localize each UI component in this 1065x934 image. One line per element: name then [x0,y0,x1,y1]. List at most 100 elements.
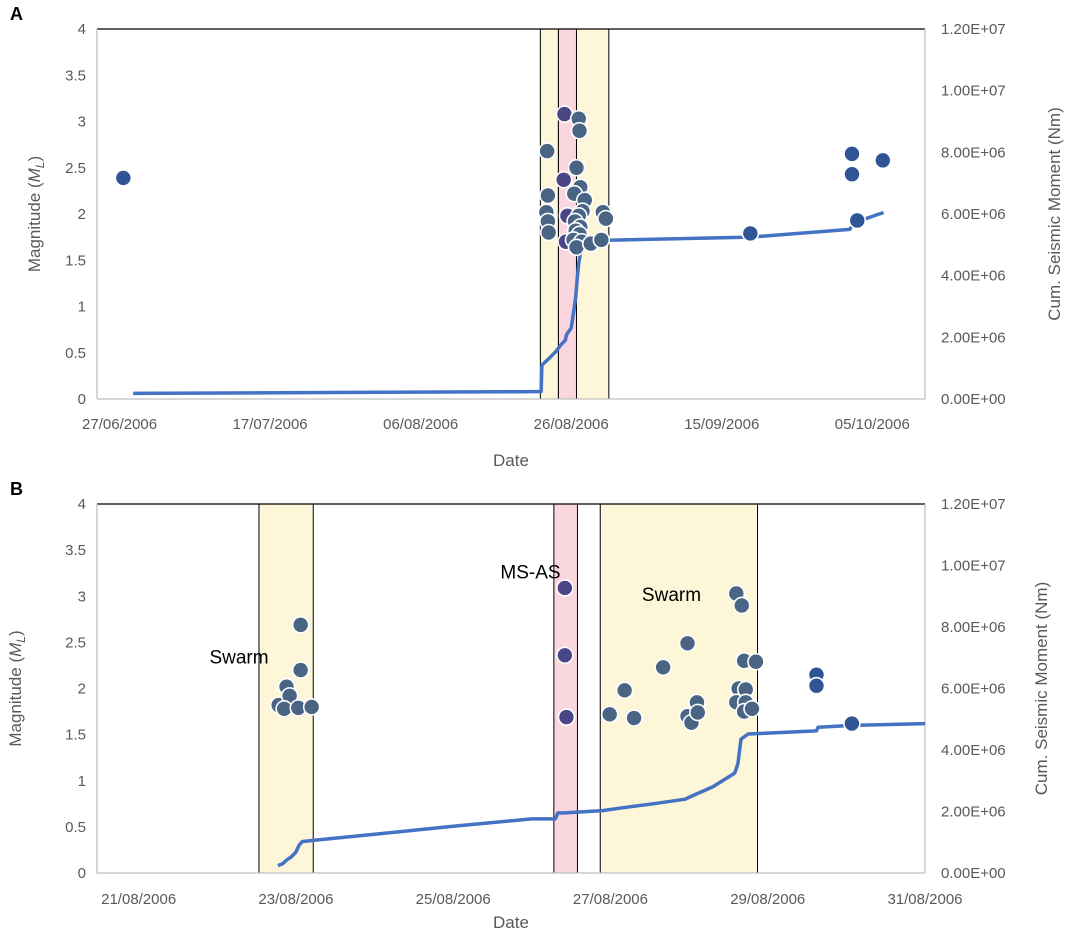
y2-tick-label: 8.00E+06 [941,144,1006,161]
earthquake-point [843,714,861,733]
y-tick-label: 3 [78,114,86,131]
y-tick-label: 3.5 [65,542,86,559]
x-tick-label: 05/10/2006 [835,416,910,433]
panel-letter: B [10,479,23,499]
y-tick-label: 0.5 [65,819,86,836]
y2-tick-label: 1.00E+07 [941,558,1006,575]
y-axis-title-variable: M [6,642,25,657]
y-tick-label: 4 [78,496,86,513]
earthquake-point [567,238,586,257]
earthquake-point [807,676,826,695]
earthquake-point [741,224,760,243]
x-tick-label: 29/08/2006 [730,891,805,908]
x-tick-label: 17/07/2006 [233,416,308,433]
earthquake-point [302,698,321,716]
y-axis-title-subscript: L [33,162,47,169]
y-tick-label: 2 [78,206,86,223]
earthquake-point [291,661,310,679]
y-axis-title-close: ) [6,630,25,636]
y2-tick-label: 0.00E+00 [941,391,1006,408]
y-axis-title-close: ) [25,156,44,162]
earthquake-point [843,165,861,184]
x-tick-label: 27/08/2006 [573,891,648,908]
cumulative-moment-line [277,721,926,868]
x-tick-label: 27/06/2006 [82,416,157,433]
y-axis-title: Magnitude (ML) [25,156,47,272]
y-tick-label: 1.5 [65,252,86,269]
earthquake-point [747,652,765,671]
y2-axis-title: Cum. Seismic Moment (Nm) [1032,582,1051,795]
earthquake-point [743,699,761,718]
y-tick-label: 2.5 [65,634,86,651]
earthquake-point [556,579,574,597]
earthquake-point [570,121,589,140]
y-tick-label: 1.5 [65,727,86,744]
earthquake-point [592,231,611,249]
x-axis-title: Date [493,913,529,932]
x-tick-label: 31/08/2006 [887,891,962,908]
earthquake-point [615,681,634,700]
y2-tick-label: 0.00E+00 [941,865,1006,882]
y2-tick-label: 4.00E+06 [941,268,1006,285]
y-axis-title-variable: M [25,167,44,182]
y2-tick-label: 6.00E+06 [941,681,1006,698]
y2-tick-label: 1.20E+07 [941,21,1006,38]
panel-b: B 0 0.5 1 1.5 2 2.5 3 3.5 4 0.00E+00 2.00E+06 4.00E+… [6,479,1051,932]
y-tick-label: 1 [78,773,86,790]
x-tick-label: 15/09/2006 [684,416,759,433]
y-tick-label: 2 [78,681,86,698]
panel-letter: A [10,4,23,24]
y-tick-label: 1 [78,299,86,316]
annotation-label: Swarm [209,648,268,669]
earthquake-point [291,616,310,634]
earthquake-point [114,169,133,187]
y-tick-label: 0 [78,391,86,408]
annotation-label: MS-AS [500,563,560,584]
y-tick-label: 3 [78,588,86,605]
y-tick-label: 0 [78,865,86,882]
earthquake-point [597,209,615,228]
earthquake-point [654,658,672,677]
earthquake-point [539,186,557,205]
y-axis-title-text: Magnitude ( [6,657,25,747]
y2-tick-label: 8.00E+06 [941,619,1006,636]
y-tick-label: 0.5 [65,345,86,362]
y-axis-title-text: Magnitude ( [25,182,44,272]
annotation-label: Swarm [642,585,701,606]
earthquake-point [567,158,586,177]
earthquake-point [557,708,576,726]
cumulative-moment-line [133,210,885,396]
panel-a: A 0 0.5 1 1.5 2 2.5 3 3.5 4 0.00E+00 2.00E+06 4.00E+… [10,4,1064,470]
y-tick-label: 3.5 [65,67,86,84]
earthquake-point [554,170,573,189]
x-tick-label: 25/08/2006 [416,891,491,908]
earthquake-point [556,646,574,665]
y2-tick-label: 2.00E+06 [941,804,1006,821]
x-tick-label: 23/08/2006 [258,891,333,908]
y-tick-label: 2.5 [65,160,86,177]
x-tick-label: 26/08/2006 [534,416,609,433]
earthquake-point [848,211,867,230]
earthquake-point [874,151,892,170]
earthquake-point [600,705,619,724]
earthquake-point [625,709,643,727]
earthquake-point [678,634,697,653]
earthquake-point [843,145,861,163]
y2-tick-label: 6.00E+06 [941,206,1006,223]
x-axis-title: Date [493,451,529,470]
y2-tick-label: 4.00E+06 [941,742,1006,759]
y-axis-title: Magnitude (ML) [6,630,28,746]
y2-tick-label: 2.00E+06 [941,329,1006,346]
y2-tick-label: 1.00E+07 [941,83,1006,100]
earthquake-point [539,223,558,242]
y2-tick-label: 1.20E+07 [941,496,1006,513]
y2-axis-title: Cum. Seismic Moment (Nm) [1045,107,1064,320]
y-axis-title-subscript: L [14,636,28,643]
earthquake-point [732,596,751,615]
earthquake-point [688,703,707,722]
earthquake-point [538,142,556,160]
y-tick-label: 4 [78,21,86,38]
x-tick-label: 21/08/2006 [101,891,176,908]
x-tick-label: 06/08/2006 [383,416,458,433]
